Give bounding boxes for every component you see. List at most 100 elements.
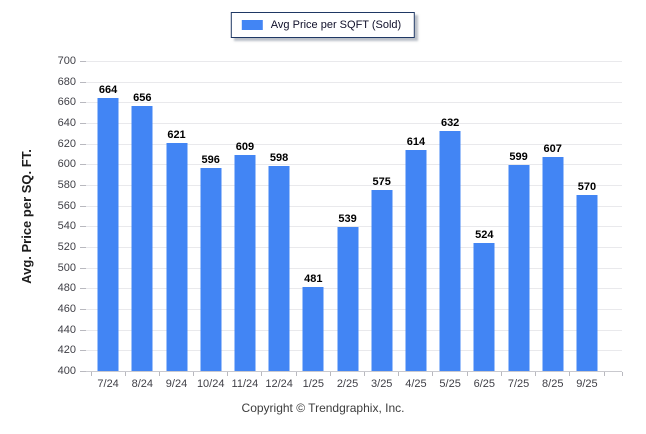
- bar-2-25[interactable]: [337, 227, 359, 371]
- x-tick-mark-12: [500, 372, 502, 376]
- x-tick-mark-1: [124, 372, 126, 376]
- bar-12-24[interactable]: [268, 166, 290, 371]
- x-tick-mark-4: [227, 372, 229, 376]
- chart-legend: Avg Price per SQFT (Sold): [230, 12, 416, 38]
- y-tick-label-480: 480: [57, 282, 76, 295]
- bar-slot-8-25: 607: [536, 61, 570, 371]
- x-tick-label-1-25: 1/25: [302, 378, 325, 390]
- y-tick-label-680: 680: [57, 75, 76, 88]
- y-tick-label-540: 540: [57, 220, 76, 233]
- x-tick-mark-10: [432, 372, 434, 376]
- y-tick-label-460: 460: [57, 303, 76, 315]
- bar-slot-8-24: 656: [125, 61, 159, 371]
- y-tick-mark-500: [80, 267, 86, 269]
- bar-slot-9-24: 621: [159, 61, 193, 371]
- bar-slot-5-25: 632: [433, 61, 467, 371]
- y-tick-mark-620: [80, 143, 86, 145]
- bar-value-label-7-25: 599: [509, 151, 528, 164]
- copyright-text: Copyright © Trendgraphix, Inc.: [241, 401, 405, 415]
- bar-6-25[interactable]: [473, 242, 495, 371]
- bar-slot-7-24: 664: [91, 61, 125, 371]
- bar-value-label-1-25: 481: [304, 273, 323, 286]
- bar-value-label-9-25: 570: [577, 181, 597, 194]
- bar-9-25[interactable]: [576, 195, 598, 371]
- bar-value-label-12-24: 598: [269, 152, 289, 165]
- bar-8-25[interactable]: [542, 157, 564, 371]
- gridline-640: [86, 123, 622, 124]
- x-tick-label-9-24: 9/24: [165, 378, 188, 390]
- bar-7-25[interactable]: [508, 165, 530, 371]
- x-tick-mark-7: [329, 372, 331, 376]
- y-tick-label-560: 560: [57, 199, 76, 212]
- y-tick-mark-560: [80, 205, 86, 207]
- bar-slot-9-25: 570: [570, 61, 604, 371]
- bar-value-label-8-24: 656: [133, 92, 152, 105]
- x-tick-label-6-25: 6/25: [473, 378, 496, 390]
- x-tick-label-5-25: 5/25: [439, 378, 461, 390]
- bars: 664 656 621 596 609 598 481 539 575 614 632 524 599 6…: [91, 61, 604, 371]
- x-tick-label-7-24: 7/24: [97, 378, 119, 390]
- bar-value-label-2-25: 539: [338, 213, 357, 226]
- x-tick-mark-9: [398, 372, 400, 376]
- bar-slot-4-25: 614: [399, 61, 433, 371]
- x-tick-label-7-25: 7/25: [507, 378, 530, 390]
- y-tick-label-660: 660: [57, 96, 76, 109]
- bar-slot-3-25: 575: [365, 61, 399, 371]
- y-tick-label-620: 620: [57, 137, 76, 150]
- x-tick-label-3-25: 3/25: [371, 378, 393, 390]
- y-tick-label-400: 400: [57, 365, 76, 377]
- bar-11-24[interactable]: [234, 155, 256, 371]
- y-axis-title-text: Avg. Price per SQ. FT.: [18, 148, 34, 284]
- legend-swatch-icon: [241, 20, 263, 30]
- x-tick-mark-2: [158, 372, 160, 376]
- y-tick-mark-580: [80, 185, 86, 186]
- x-axis-labels: 7/24 8/24 9/24 10/24 11/24 12/24 1/25 2/25 3/25 4…: [91, 378, 604, 390]
- bar-slot-6-25: 524: [467, 61, 501, 371]
- bar-value-label-11-24: 609: [235, 141, 255, 154]
- y-tick-mark-440: [80, 329, 86, 331]
- bar-1-25[interactable]: [302, 287, 324, 371]
- x-tick-mark-13: [535, 372, 537, 376]
- bar-value-label-4-25: 614: [406, 135, 426, 148]
- x-tick-label-4-25: 4/25: [405, 378, 427, 390]
- x-tick-mark-15: [603, 372, 605, 376]
- gridline-580: [86, 185, 622, 186]
- bar-3-25[interactable]: [371, 190, 393, 371]
- x-tick-label-12-24: 12/24: [265, 378, 293, 390]
- y-tick-label-700: 700: [57, 55, 76, 67]
- x-tick-label-9-25: 9/25: [576, 378, 598, 390]
- bar-value-label-5-25: 632: [440, 117, 460, 130]
- x-tick-label-10-24: 10/24: [196, 378, 225, 390]
- y-tick-mark-400: [80, 371, 86, 372]
- x-tick-label-2-25: 2/25: [336, 378, 359, 390]
- y-tick-label-640: 640: [57, 117, 76, 129]
- x-tick-label-11-24: 11/24: [231, 378, 259, 390]
- y-tick-mark-700: [80, 61, 86, 62]
- bar-value-label-6-25: 524: [475, 228, 494, 241]
- bar-slot-11-24: 609: [228, 61, 262, 371]
- bar-4-25[interactable]: [405, 149, 427, 371]
- x-tick-label-8-25: 8/25: [542, 378, 564, 390]
- y-tick-mark-660: [80, 102, 86, 104]
- bar-10-24[interactable]: [200, 168, 222, 371]
- bar-value-label-7-24: 664: [98, 84, 118, 97]
- y-tick-mark-540: [80, 226, 86, 228]
- bar-5-25[interactable]: [439, 131, 461, 371]
- y-tick-label-440: 440: [57, 323, 76, 336]
- x-tick-mark-0: [90, 372, 92, 376]
- gridline-700: [86, 61, 622, 62]
- y-tick-mark-600: [80, 164, 86, 166]
- bar-slot-10-24: 596: [194, 61, 228, 371]
- gridline-400: [86, 371, 622, 372]
- x-tick-mark-plot-edge: [622, 372, 623, 376]
- x-tick-mark-3: [193, 372, 195, 376]
- y-tick-label-420: 420: [57, 344, 76, 357]
- y-tick-label-520: 520: [57, 241, 76, 253]
- bar-8-24[interactable]: [131, 106, 153, 371]
- y-tick-mark-680: [80, 81, 86, 83]
- bar-value-label-8-25: 607: [543, 143, 562, 156]
- bar-7-24[interactable]: [97, 98, 119, 371]
- gridline-620: [86, 143, 622, 145]
- bar-9-24[interactable]: [166, 142, 187, 371]
